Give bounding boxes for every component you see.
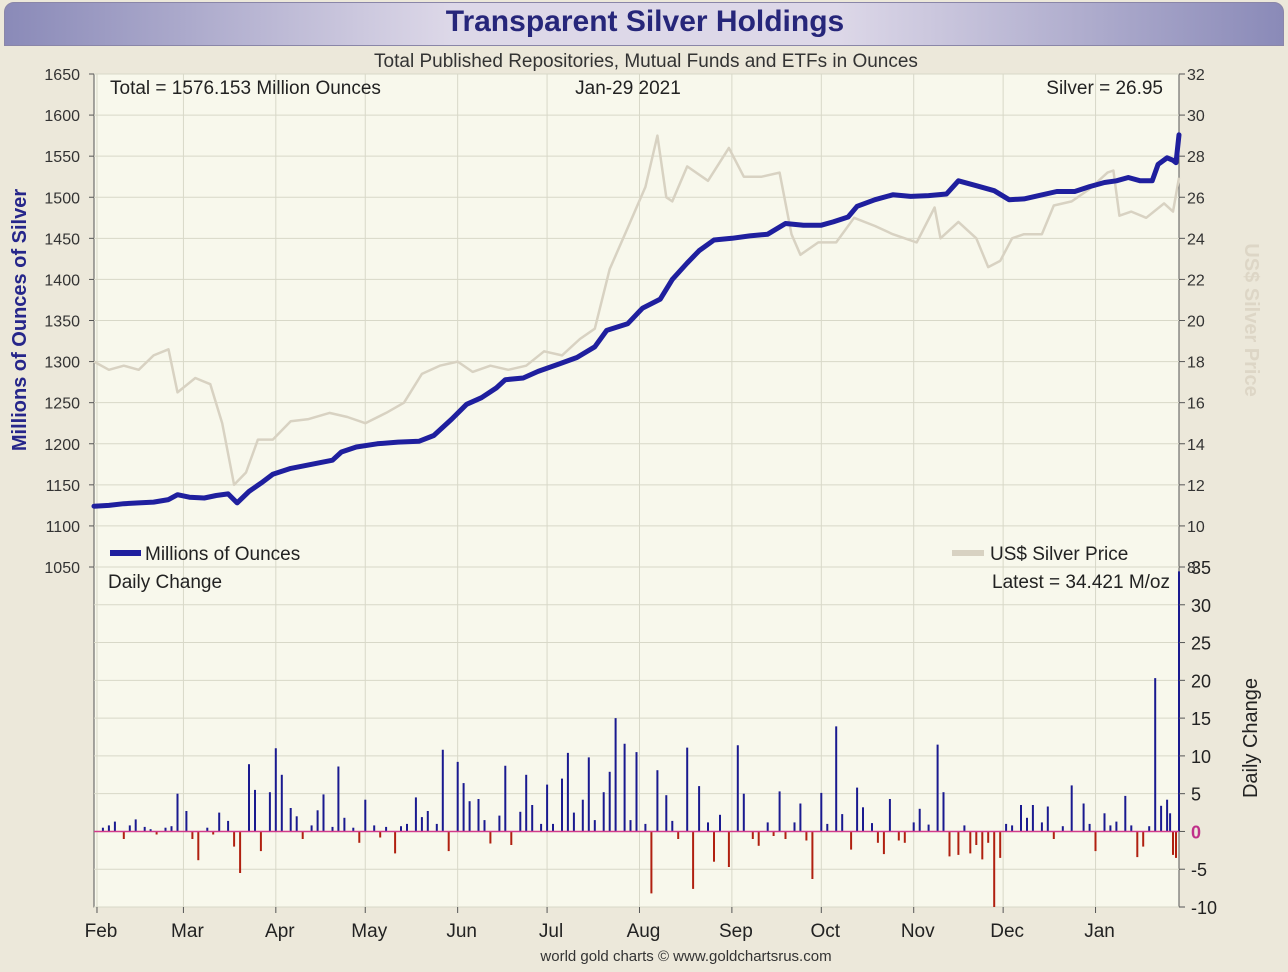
left-axis-ticks: 1050 1100 1150 1200 1250 1300 1350 1400 1450 1500… xyxy=(44,67,94,577)
daily-tick-label: 35 xyxy=(1191,558,1211,578)
right-tick-label: 32 xyxy=(1187,67,1205,84)
right-tick-label: 12 xyxy=(1187,478,1205,495)
holdings-series xyxy=(91,132,1182,509)
right-axis-ticks: 8 10 12 14 16 18 20 22 24 26 28 30 32 xyxy=(1179,67,1205,577)
daily-change-bars xyxy=(101,571,1180,907)
daily-tick-label: 15 xyxy=(1191,709,1211,729)
x-axis-ticks: Feb Mar Apr May Jun Jul Aug Sep Oct Nov Dec Jan xyxy=(85,907,1115,942)
footer-credit: world gold charts © www.goldchartsrus.co… xyxy=(539,948,831,965)
right-tick-label: 30 xyxy=(1187,108,1205,125)
title-bar: Transparent Silver Holdings xyxy=(4,2,1284,46)
right-tick-label: 20 xyxy=(1187,314,1205,331)
daily-axis-title: Daily Change xyxy=(1240,678,1262,798)
right-axis-title: US$ Silver Price xyxy=(1240,243,1262,396)
silver-annotation: Silver = 26.95 xyxy=(1046,78,1163,99)
left-tick-label: 1650 xyxy=(44,67,80,84)
x-tick-label: Jun xyxy=(446,921,477,942)
left-tick-label: 1600 xyxy=(44,108,80,125)
right-tick-label: 16 xyxy=(1187,396,1205,413)
daily-tick-label: 30 xyxy=(1191,596,1211,616)
left-tick-label: 1400 xyxy=(44,272,80,289)
holdings-line xyxy=(91,132,1182,509)
x-tick-label: Sep xyxy=(719,921,753,942)
x-tick-label: Mar xyxy=(171,921,204,942)
chart-subtitle: Total Published Repositories, Mutual Fun… xyxy=(374,51,918,72)
right-tick-label: 22 xyxy=(1187,272,1205,289)
left-tick-label: 1500 xyxy=(44,190,80,207)
x-tick-label: Apr xyxy=(265,921,295,942)
daily-tick-label: 20 xyxy=(1191,671,1211,691)
x-tick-label: Oct xyxy=(811,921,841,942)
right-tick-label: 24 xyxy=(1187,231,1205,248)
date-annotation: Jan-29 2021 xyxy=(575,78,681,99)
right-tick-label: 26 xyxy=(1187,190,1205,207)
daily-change-plot-area xyxy=(93,566,1180,908)
left-tick-label: 1100 xyxy=(46,519,81,536)
x-tick-label: Dec xyxy=(990,921,1024,942)
latest-annotation: Latest = 34.421 M/oz xyxy=(992,572,1170,593)
silver-price-line xyxy=(93,134,1181,487)
x-tick-label: Feb xyxy=(85,921,118,942)
left-tick-label: 1300 xyxy=(44,355,80,372)
left-tick-label: 1350 xyxy=(44,314,80,331)
legend-label-holdings: Millions of Ounces xyxy=(145,544,300,565)
left-tick-label: 1450 xyxy=(44,231,80,248)
left-tick-label: 1050 xyxy=(44,560,80,577)
daily-change-title: Daily Change xyxy=(108,572,222,593)
x-tick-label: Nov xyxy=(901,921,935,942)
right-tick-label: 28 xyxy=(1187,149,1205,166)
daily-tick-label: -10 xyxy=(1191,898,1217,918)
right-tick-label: 8 xyxy=(1187,560,1196,577)
x-tick-label: Jan xyxy=(1084,921,1115,942)
daily-tick-label: 25 xyxy=(1191,634,1211,654)
right-tick-label: 14 xyxy=(1187,437,1205,454)
daily-tick-label: 5 xyxy=(1191,785,1201,805)
left-axis-title: Millions of Ounces of Silver xyxy=(9,189,31,451)
left-tick-label: 1200 xyxy=(44,437,80,454)
x-tick-label: Jul xyxy=(539,921,563,942)
daily-tick-label: -5 xyxy=(1191,860,1207,880)
legend-label-price: US$ Silver Price xyxy=(990,544,1128,565)
daily-tick-label: 0 xyxy=(1191,822,1201,842)
right-tick-label: 18 xyxy=(1187,355,1205,372)
daily-tick-label: 10 xyxy=(1191,747,1211,767)
left-tick-label: 1250 xyxy=(44,396,80,413)
total-annotation: Total = 1576.153 Million Ounces xyxy=(110,78,381,99)
right-tick-label: 10 xyxy=(1187,519,1205,536)
silver-price-series xyxy=(93,134,1181,487)
chart-title: Transparent Silver Holdings xyxy=(445,5,845,38)
left-tick-label: 1550 xyxy=(44,149,80,166)
daily-axis-ticks: -10 -5 0 5 10 15 20 25 30 35 xyxy=(1179,558,1217,918)
left-tick-label: 1150 xyxy=(46,478,81,495)
x-tick-label: Aug xyxy=(627,921,661,942)
x-tick-label: May xyxy=(351,921,387,942)
